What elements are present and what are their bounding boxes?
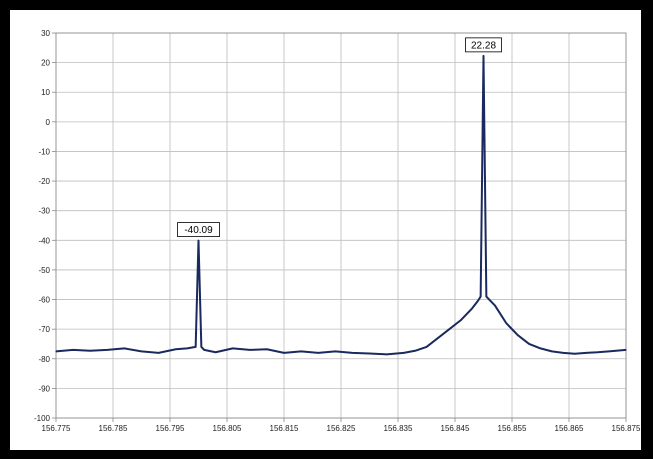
data-point	[562, 352, 564, 354]
data-point	[368, 352, 371, 355]
data-point	[500, 313, 502, 315]
data-point	[232, 347, 234, 350]
data-point	[55, 350, 57, 352]
data-point	[215, 351, 217, 353]
peak-label: -40.09	[184, 225, 213, 236]
data-point	[195, 346, 197, 348]
y-tick-label: -80	[38, 355, 50, 364]
data-point	[585, 352, 587, 354]
data-point	[197, 239, 200, 242]
y-tick-label: -10	[38, 147, 50, 156]
x-tick-label: 156.785	[99, 424, 128, 433]
x-tick-label: 156.775	[42, 424, 71, 433]
data-point	[140, 350, 143, 352]
data-point	[200, 346, 202, 348]
data-point	[485, 295, 487, 298]
y-tick-label: -90	[38, 384, 50, 393]
y-tick-label: 30	[41, 29, 50, 38]
x-tick-label: 156.805	[213, 424, 242, 433]
data-point	[528, 343, 530, 345]
data-point	[414, 350, 416, 352]
x-tick-label: 156.825	[327, 424, 356, 433]
x-tick-label: 156.815	[270, 424, 299, 433]
data-point	[539, 347, 542, 350]
data-point	[203, 349, 205, 351]
data-point	[494, 304, 496, 307]
peak-label-box	[177, 222, 220, 237]
peak-label-box	[465, 37, 502, 53]
x-tick-label: 156.865	[555, 424, 584, 433]
annotations: -40.09 22.28	[177, 37, 502, 237]
data-point	[175, 348, 177, 350]
y-tick-label: -40	[38, 236, 50, 245]
y-tick-label: -30	[38, 207, 50, 216]
data-point	[574, 353, 576, 355]
y-tick-label: -70	[38, 325, 50, 334]
y-tick-label: -60	[38, 296, 50, 305]
x-tick-label: 156.835	[384, 424, 413, 433]
data-point	[488, 298, 490, 301]
data-point	[403, 352, 405, 354]
data-point	[283, 352, 285, 354]
data-point	[448, 328, 450, 330]
series-group	[55, 54, 627, 356]
data-point	[386, 353, 388, 355]
data-point	[106, 349, 108, 351]
data-point	[471, 307, 473, 310]
grid-lines	[52, 32, 627, 422]
data-point	[517, 334, 519, 336]
data-point	[437, 337, 439, 339]
x-tick-label: 156.845	[441, 424, 470, 433]
data-point	[480, 295, 482, 298]
data-point	[477, 300, 479, 302]
data-point	[482, 55, 485, 57]
data-point	[551, 350, 553, 352]
data-point	[72, 349, 74, 351]
y-tick-label: 20	[41, 59, 50, 68]
data-point	[186, 347, 188, 350]
spectrum-chart: 30 20 10 0 -10 -20 -30 -40 -50 -60 -70 -80 -90 -100 1…	[34, 29, 641, 433]
data-point	[625, 349, 627, 351]
data-point	[460, 319, 462, 321]
data-point	[505, 322, 507, 324]
data-point	[425, 346, 428, 348]
y-axis-ticks: 30 20 10 0 -10 -20 -30 -40 -50 -60 -70 -80 -90 -100	[34, 29, 51, 423]
peak-annotation: -40.09	[177, 222, 220, 237]
data-point	[334, 350, 336, 352]
chart-frame: 30 20 10 0 -10 -20 -30 -40 -50 -60 -70 -80 -90 -100 1…	[10, 10, 641, 450]
y-tick-label: 10	[41, 88, 50, 97]
data-point	[158, 352, 160, 354]
y-tick-label: 0	[46, 118, 51, 127]
x-tick-label: 156.855	[498, 424, 527, 433]
x-axis-ticks: 156.775 156.785 156.795 156.805 156.815 156.8…	[42, 424, 641, 433]
data-point	[266, 348, 268, 350]
data-point	[123, 347, 125, 350]
data-point	[317, 352, 319, 354]
data-point	[249, 349, 251, 351]
peak-annotation: 22.28	[465, 37, 502, 53]
data-point	[608, 350, 610, 352]
data-point	[351, 352, 353, 354]
data-point	[300, 350, 302, 352]
peak-label: 22.28	[471, 40, 496, 51]
plot-area	[55, 32, 627, 419]
y-tick-label: -100	[34, 414, 51, 423]
y-tick-label: -50	[38, 266, 50, 275]
x-tick-label: 156.875	[612, 424, 641, 433]
y-tick-label: -20	[38, 177, 50, 186]
x-tick-label: 156.795	[156, 424, 185, 433]
data-point	[89, 350, 91, 352]
data-point	[596, 351, 599, 353]
